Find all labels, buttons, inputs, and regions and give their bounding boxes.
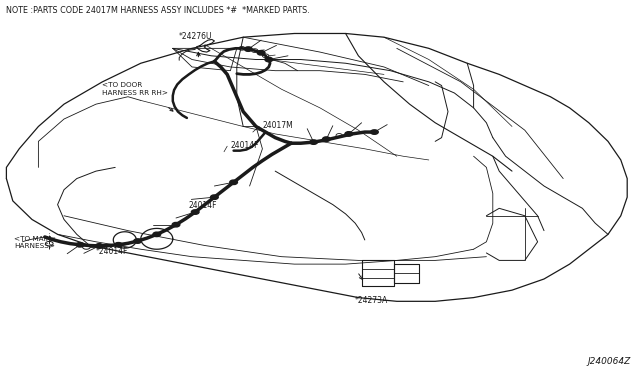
Text: 24014F: 24014F: [189, 201, 218, 210]
Circle shape: [323, 137, 330, 141]
Text: <TO MAIN: <TO MAIN: [14, 236, 51, 242]
Circle shape: [230, 180, 237, 185]
Text: 24014F: 24014F: [230, 141, 259, 150]
Circle shape: [371, 130, 378, 134]
Circle shape: [172, 222, 180, 227]
Circle shape: [257, 51, 265, 55]
Text: <TO DOOR: <TO DOOR: [102, 83, 143, 89]
Circle shape: [191, 210, 199, 214]
Circle shape: [76, 243, 84, 247]
Text: 24017M: 24017M: [262, 121, 293, 130]
Circle shape: [211, 195, 218, 199]
Circle shape: [310, 140, 317, 144]
Text: HARNESS>: HARNESS>: [14, 243, 55, 249]
Circle shape: [95, 244, 103, 248]
Circle shape: [345, 132, 353, 136]
Circle shape: [265, 57, 273, 62]
Text: J240064Z: J240064Z: [587, 357, 630, 366]
Text: NOTE :PARTS CODE 24017M HARNESS ASSY INCLUDES *#  *MARKED PARTS.: NOTE :PARTS CODE 24017M HARNESS ASSY INC…: [6, 6, 310, 15]
Circle shape: [115, 243, 122, 247]
Text: *24014F: *24014F: [96, 247, 129, 256]
Circle shape: [244, 47, 252, 51]
Text: HARNESS RR RH>: HARNESS RR RH>: [102, 90, 168, 96]
Circle shape: [153, 232, 161, 237]
Circle shape: [134, 239, 141, 243]
Text: *24273A: *24273A: [355, 296, 388, 305]
Text: *24276U: *24276U: [179, 32, 212, 41]
